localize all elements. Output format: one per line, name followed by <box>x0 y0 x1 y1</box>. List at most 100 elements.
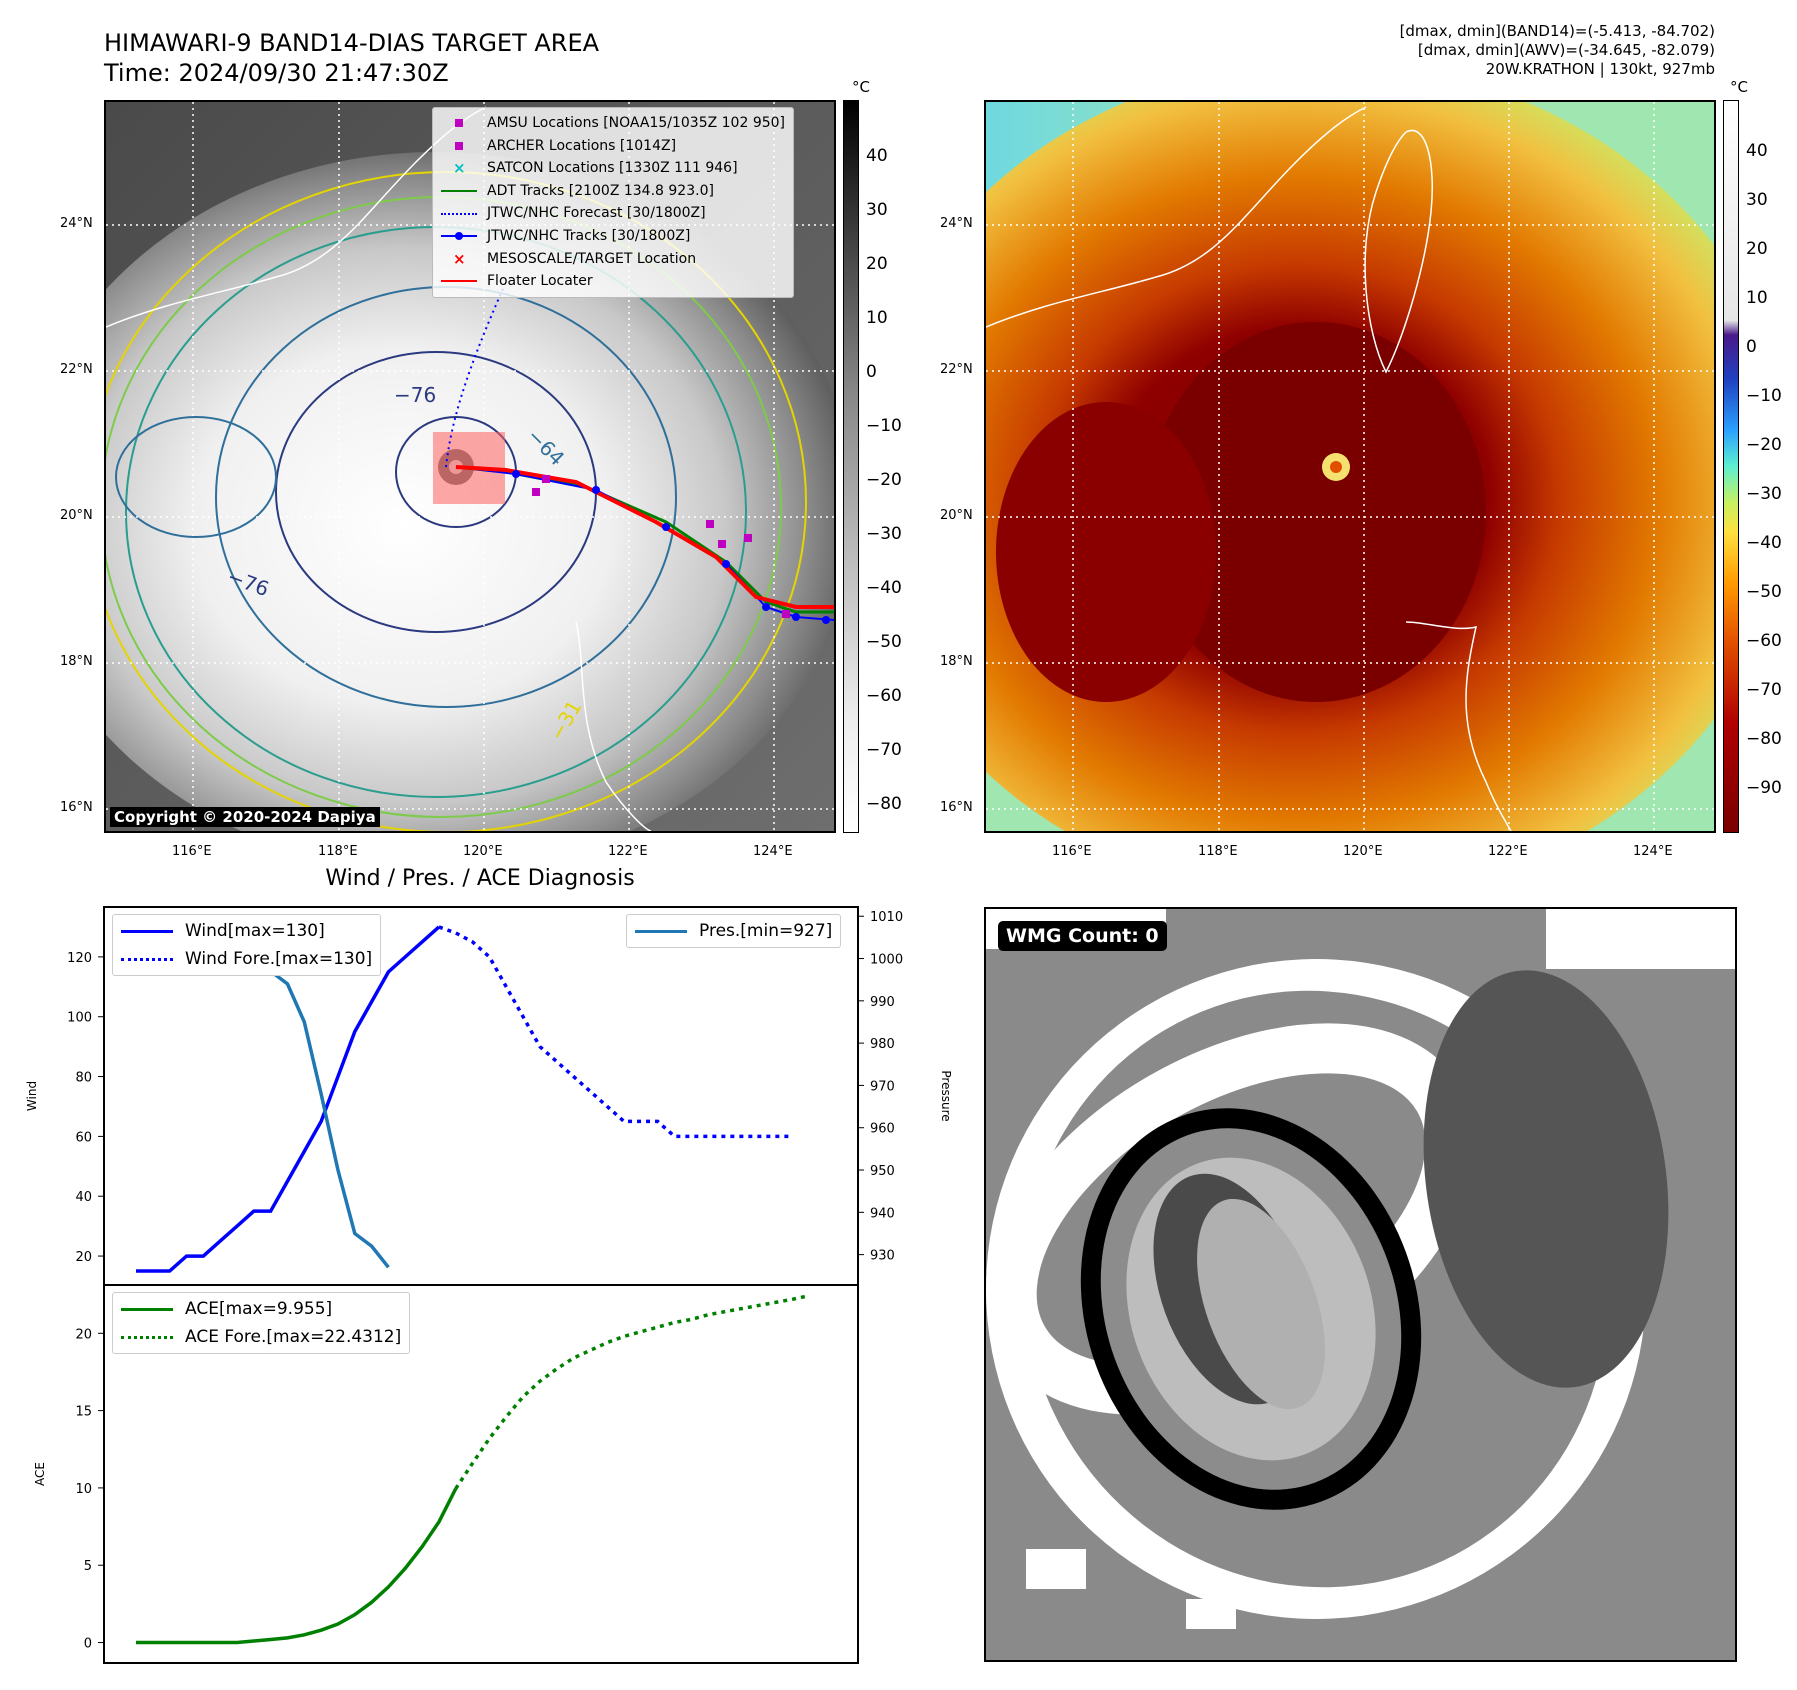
colorbar-tick: 0 <box>866 362 877 382</box>
legend-item: Wind[max=130] <box>121 917 372 945</box>
gray-colorbar <box>843 100 859 833</box>
wind-tick-label: 40 <box>75 1190 92 1205</box>
ace-axis-label: ACE <box>33 1462 47 1486</box>
colorbar-tick: −60 <box>866 686 902 706</box>
legend-label: ARCHER Locations [1014Z] <box>487 137 677 154</box>
line-icon <box>441 273 477 289</box>
colorbar-tick: −40 <box>866 578 902 598</box>
legend-item: ADT Tracks [2100Z 134.8 923.0] <box>441 180 785 203</box>
legend-label: JTWC/NHC Tracks [30/1800Z] <box>487 227 691 244</box>
lat-label: 22°N <box>60 362 93 377</box>
title-line-1: HIMAWARI-9 BAND14-DIAS TARGET AREA <box>104 29 600 57</box>
legend-item: × MESOSCALE/TARGET Location <box>441 248 785 271</box>
legend-item: ARCHER Locations [1014Z] <box>441 135 785 158</box>
lon-label: 116°E <box>172 844 212 859</box>
legend-label: MESOSCALE/TARGET Location <box>487 250 697 267</box>
colorbar-tick: −30 <box>1746 484 1782 504</box>
wind-line <box>136 925 441 1273</box>
colorbar-tick: 10 <box>1746 288 1768 308</box>
color-colorbar <box>1723 100 1739 833</box>
x-marker-icon: × <box>453 159 466 178</box>
ace-forecast-line <box>454 1293 810 1490</box>
legend-item: JTWC/NHC Forecast [30/1800Z] <box>441 202 785 225</box>
legend-label: ADT Tracks [2100Z 134.8 923.0] <box>487 182 714 199</box>
colorbar-tick: 20 <box>1746 239 1768 259</box>
gray-colorbar-ticks: 40 30 20 10 0 −10 −20 −30 −40 −50 −60 −7… <box>866 146 926 826</box>
ace-legend: ACE[max=9.955] ACE Fore.[max=22.4312] <box>112 1292 411 1354</box>
legend-label: Pres.[min=927] <box>699 921 833 941</box>
ace-tick-label: 20 <box>75 1327 92 1342</box>
legend-item: Floater Locater <box>441 270 785 293</box>
legend-item: ACE Fore.[max=22.4312] <box>121 1323 401 1351</box>
legend-label: Floater Locater <box>487 273 593 290</box>
colorbar-tick: 0 <box>1746 337 1757 357</box>
pressure-tick-label: 990 <box>870 995 895 1010</box>
gray-colorbar-unit: °C <box>852 78 870 96</box>
ace-tick-label: 0 <box>84 1637 92 1652</box>
color-colorbar-ticks: 40 30 20 10 0 −10 −20 −30 −40 −50 −60 −7… <box>1746 141 1796 801</box>
wind-forecast-line <box>438 925 793 1139</box>
dotted-line-icon <box>121 957 173 961</box>
map-legend: AMSU Locations [NOAA15/1035Z 102 950] AR… <box>432 107 795 298</box>
ace-tick-label: 10 <box>75 1482 92 1497</box>
copyright-label: Copyright © 2020-2024 Dapiya <box>110 807 380 827</box>
colorbar-tick: −80 <box>866 794 902 814</box>
legend-item: Pres.[min=927] <box>635 917 832 945</box>
legend-item: × SATCON Locations [1330Z 111 946] <box>441 157 785 180</box>
wind-tick-label: 80 <box>75 1071 92 1086</box>
legend-label: JTWC/NHC Forecast [30/1800Z] <box>487 205 706 222</box>
colorbar-tick: 40 <box>866 146 888 166</box>
ace-line <box>136 1487 458 1645</box>
pressure-tick-label: 950 <box>870 1164 895 1179</box>
lat-label: 20°N <box>940 508 973 523</box>
colorbar-tick: −80 <box>1746 729 1782 749</box>
color-ir-map-image <box>986 102 1714 831</box>
legend-label: ACE Fore.[max=22.4312] <box>185 1327 402 1347</box>
wind-tick-label: 20 <box>75 1250 92 1265</box>
pressure-tick-label: 930 <box>870 1249 895 1264</box>
ir-map-panel: −76 −64 −76 −31 AMSU Locations [NOAA15/1… <box>104 100 836 833</box>
legend-label: Wind Fore.[max=130] <box>185 949 373 969</box>
lat-label: 18°N <box>60 654 93 669</box>
color-ir-map-panel <box>984 100 1716 833</box>
colorbar-tick: −10 <box>866 416 902 436</box>
lat-label: 24°N <box>940 216 973 231</box>
wmg-count-badge: WMG Count: 0 <box>998 921 1167 951</box>
dotted-line-icon <box>441 206 477 222</box>
dotted-line-icon <box>121 1335 173 1339</box>
x-marker-icon: × <box>453 249 466 268</box>
lon-label: 116°E <box>1052 844 1092 859</box>
legend-label: AMSU Locations [NOAA15/1035Z 102 950] <box>487 115 786 131</box>
pressure-legend: Pres.[min=927] <box>626 914 842 948</box>
legend-item: AMSU Locations [NOAA15/1035Z 102 950] <box>441 112 785 135</box>
lat-label: 22°N <box>940 362 973 377</box>
lat-label: 18°N <box>940 654 973 669</box>
lat-label: 20°N <box>60 508 93 523</box>
pressure-tick-label: 980 <box>870 1037 895 1052</box>
solid-line-icon <box>121 929 173 933</box>
wind-tick-label: 100 <box>67 1011 92 1026</box>
colorbar-tick: 10 <box>866 308 888 328</box>
lon-label: 120°E <box>463 844 503 859</box>
colorbar-tick: 40 <box>1746 141 1768 161</box>
colorbar-tick: −60 <box>1746 631 1782 651</box>
legend-label: ACE[max=9.955] <box>185 1299 333 1319</box>
solid-line-icon <box>635 929 687 933</box>
stats-header: [dmax, dmin](BAND14)=(-5.413, -84.702) [… <box>1400 22 1715 79</box>
pressure-tick-label: 1000 <box>870 953 903 968</box>
lon-label: 124°E <box>753 844 793 859</box>
colorbar-tick: −90 <box>1746 778 1782 798</box>
wmg-image <box>986 909 1735 1660</box>
legend-label: SATCON Locations [1330Z 111 946] <box>487 160 738 177</box>
pressure-tick-label: 960 <box>870 1122 895 1137</box>
colorbar-tick: −30 <box>866 524 902 544</box>
solid-line-icon <box>121 1307 173 1311</box>
lon-label: 118°E <box>318 844 358 859</box>
legend-item: JTWC/NHC Tracks [30/1800Z] <box>441 225 785 248</box>
ace-tick-label: 5 <box>84 1559 92 1574</box>
stats-awv: [dmax, dmin](AWV)=(-34.645, -82.079) <box>1417 41 1715 59</box>
lat-label: 24°N <box>60 216 93 231</box>
stats-band14: [dmax, dmin](BAND14)=(-5.413, -84.702) <box>1399 22 1715 40</box>
colorbar-tick: −40 <box>1746 533 1782 553</box>
colorbar-tick: 20 <box>866 254 888 274</box>
